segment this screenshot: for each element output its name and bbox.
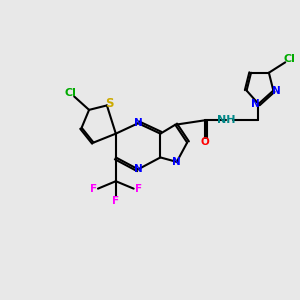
- Text: F: F: [134, 184, 142, 194]
- Text: O: O: [201, 137, 209, 147]
- Text: S: S: [105, 98, 113, 110]
- Text: N: N: [251, 99, 260, 109]
- Text: Cl: Cl: [65, 88, 76, 98]
- Text: F: F: [90, 184, 97, 194]
- Text: F: F: [112, 196, 119, 206]
- Text: N: N: [172, 157, 181, 167]
- Text: NH: NH: [217, 115, 236, 125]
- Text: Cl: Cl: [284, 54, 296, 64]
- Text: N: N: [134, 164, 142, 174]
- Text: N: N: [272, 85, 281, 96]
- Text: N: N: [134, 118, 142, 128]
